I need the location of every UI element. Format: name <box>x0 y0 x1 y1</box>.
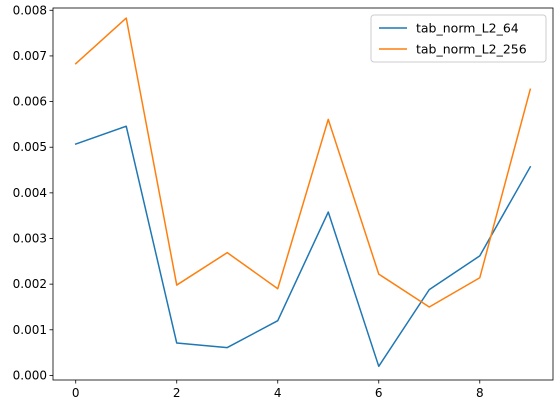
legend-label-1: tab_norm_L2_64 <box>416 21 519 36</box>
y-tick-label: 0.003 <box>13 232 47 246</box>
x-tick-label: 8 <box>476 386 484 400</box>
series-line-2 <box>74 17 532 308</box>
y-tick-label: 0.001 <box>13 323 47 337</box>
x-tick-label: 6 <box>375 386 383 400</box>
y-tick-label: 0.005 <box>13 140 47 154</box>
legend: tab_norm_L2_64 tab_norm_L2_256 <box>370 14 547 63</box>
legend-box <box>370 14 547 63</box>
x-axis-ticks: 0 2 4 6 8 <box>72 380 484 400</box>
x-tick-label: 4 <box>274 386 282 400</box>
series-layer <box>74 17 532 368</box>
y-tick-label: 0.006 <box>13 95 47 109</box>
legend-label-2: tab_norm_L2_256 <box>416 42 527 57</box>
series-line-1 <box>74 125 532 368</box>
y-tick-label: 0.000 <box>13 368 47 382</box>
axes-layer <box>52 7 554 381</box>
y-tick-label: 0.002 <box>13 277 47 291</box>
plot-area <box>53 8 553 380</box>
y-tick-label: 0.004 <box>13 186 47 200</box>
plot-frame <box>52 7 554 381</box>
y-tick-label: 0.007 <box>13 49 47 63</box>
y-axis-ticks: 0.000 0.001 0.002 0.003 0.004 0.005 0.006 0.007… <box>13 3 53 382</box>
x-tick-label: 0 <box>72 386 80 400</box>
y-tick-label: 0.008 <box>13 3 47 17</box>
x-tick-label: 2 <box>173 386 181 400</box>
